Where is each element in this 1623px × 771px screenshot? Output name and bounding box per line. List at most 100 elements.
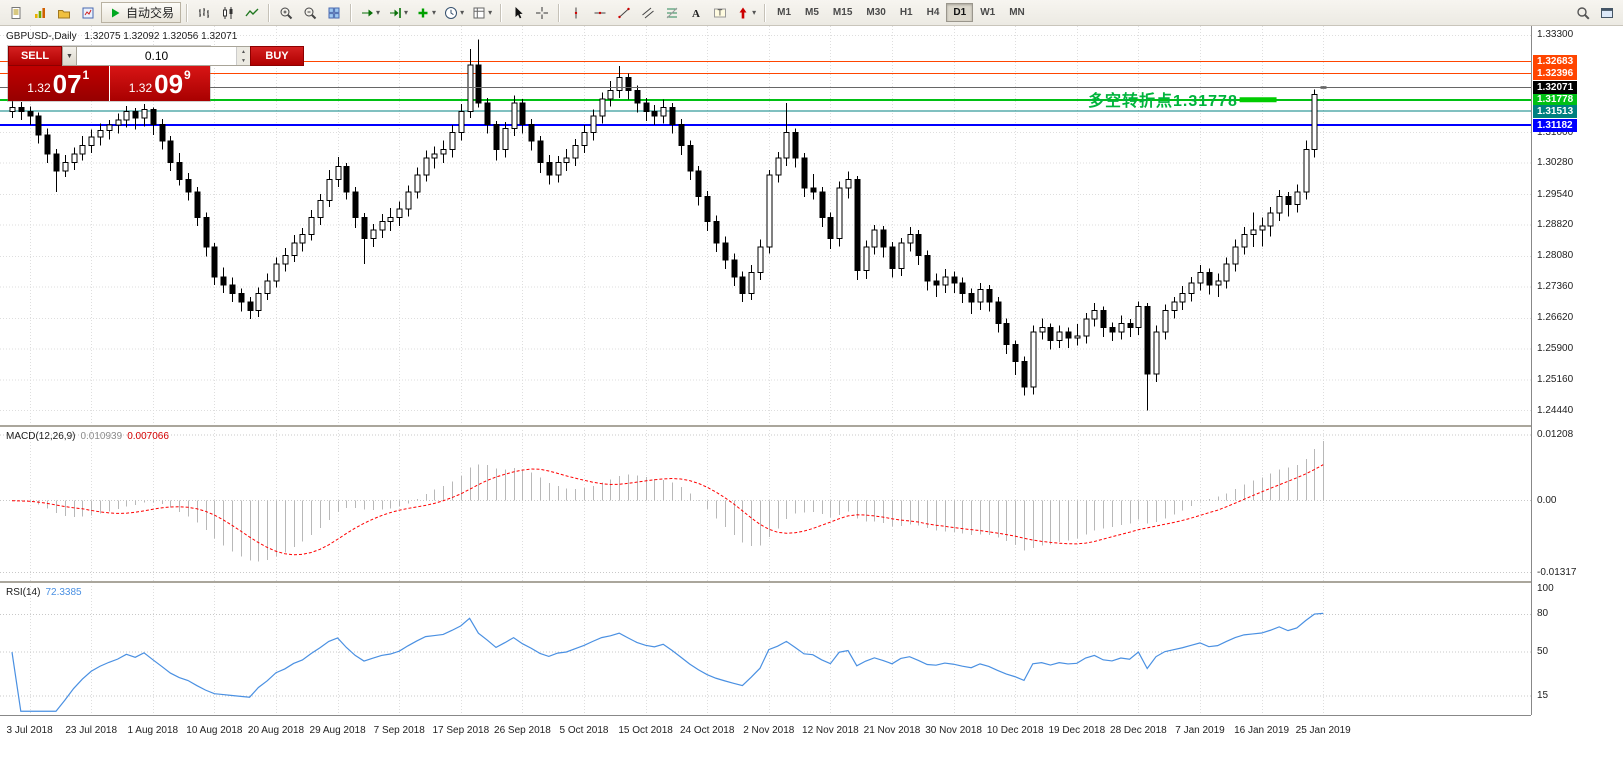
price-scale-label: 1.24440	[1537, 404, 1574, 416]
tile-icon	[328, 7, 340, 18]
toolbar-separator	[350, 3, 353, 22]
trendline-button[interactable]	[613, 2, 635, 23]
sell-button[interactable]: SELL	[8, 46, 62, 66]
zoom-out-button[interactable]	[299, 2, 321, 23]
candle	[458, 103, 465, 141]
indicators-button[interactable]: ▾	[413, 2, 439, 23]
candle	[1118, 315, 1125, 340]
rsi-scale-label: 80	[1537, 608, 1549, 620]
price-scale-label: 1.25160	[1537, 374, 1574, 386]
candle	[581, 125, 588, 154]
crosshair-button[interactable]	[531, 2, 553, 23]
price-scale[interactable]: 1.33300 1.31000 1.30280 1.29540 1.28820 1.280…	[1531, 26, 1623, 715]
zoom-in-icon	[280, 7, 293, 19]
search-button[interactable]	[1572, 2, 1594, 23]
candle	[79, 136, 86, 161]
zoom-in-button[interactable]	[275, 2, 297, 23]
timeframe-m15[interactable]: M15	[826, 3, 859, 22]
text-icon: A	[692, 8, 700, 20]
candle	[44, 128, 51, 164]
new-window-button[interactable]	[1596, 2, 1618, 23]
toolbar-separator	[558, 3, 561, 22]
new-order-button[interactable]	[5, 2, 27, 23]
ohlc-values: 1.32075 1.32092 1.32056 1.32071	[84, 31, 238, 42]
candle	[748, 264, 755, 301]
candle	[1285, 192, 1292, 217]
candle	[951, 271, 958, 293]
candle	[863, 240, 870, 279]
new-chart-button[interactable]	[29, 2, 51, 23]
panel-separator[interactable]	[0, 581, 1623, 584]
time-axis-label: 3 Jul 2018	[6, 725, 53, 736]
timeframe-mn[interactable]: MN	[1002, 3, 1032, 22]
cursor-button[interactable]	[507, 2, 529, 23]
fibonacci-retracement-button[interactable]	[661, 2, 683, 23]
equidistant-channel-button[interactable]	[637, 2, 659, 23]
timeframe-m30[interactable]: M30	[859, 3, 892, 22]
candle	[467, 48, 474, 118]
timeframe-d1[interactable]: D1	[946, 3, 974, 22]
line-chart-button[interactable]	[241, 2, 263, 23]
profiles-button[interactable]	[53, 2, 75, 23]
tile-windows-button[interactable]	[323, 2, 345, 23]
candle	[379, 214, 386, 238]
candle	[1021, 356, 1028, 396]
dropdown-arrow-icon: ▾	[432, 8, 437, 17]
profiles-icon	[58, 9, 70, 18]
candlestick-chart-button[interactable]	[217, 2, 239, 23]
candle	[115, 113, 122, 134]
candle	[502, 122, 509, 158]
chart-annotation-text[interactable]: 多空转折点1.31778	[1088, 93, 1238, 110]
candle	[977, 283, 984, 310]
candle	[1197, 264, 1204, 291]
order-options-dropdown[interactable]: ▼	[62, 46, 77, 66]
candle	[695, 165, 702, 206]
text-button[interactable]: A	[685, 2, 707, 23]
buy-price-display[interactable]: 1.32 09 9	[108, 66, 210, 101]
macd-histogram	[21, 441, 1324, 562]
chart-shift-button[interactable]: ▾	[385, 2, 411, 23]
timeframe-m5[interactable]: M5	[798, 3, 826, 22]
candle	[27, 106, 34, 126]
text-label-button[interactable]: T	[709, 2, 731, 23]
sell-price-display[interactable]: 1.32 07 1	[8, 66, 109, 101]
volume-down-button[interactable]: ▼	[237, 56, 250, 65]
bar-chart-button[interactable]	[193, 2, 215, 23]
volume-input[interactable]	[77, 47, 236, 65]
candle	[238, 288, 245, 312]
timeframe-h1[interactable]: H1	[893, 3, 920, 22]
candle	[326, 170, 333, 207]
market-watch-button[interactable]	[77, 2, 99, 23]
candle	[132, 108, 139, 130]
bars-icon	[199, 7, 210, 18]
time-axis-label: 26 Sep 2018	[494, 725, 551, 736]
horizontal-line-button[interactable]	[589, 2, 611, 23]
candle	[537, 136, 544, 173]
volume-up-button[interactable]: ▲	[237, 47, 250, 56]
chart-canvas[interactable]	[0, 0, 1623, 748]
timeframe-w1[interactable]: W1	[973, 3, 1002, 22]
periods-button[interactable]: ▾	[441, 2, 467, 23]
vertical-line-button[interactable]	[565, 2, 587, 23]
candle	[599, 92, 606, 124]
price-level-badge: 1.32396	[1533, 67, 1578, 81]
candle	[1215, 273, 1222, 298]
auto-scroll-button[interactable]: ▾	[357, 2, 383, 23]
panel-separator[interactable]	[0, 425, 1623, 428]
candle	[106, 120, 113, 140]
dropdown-arrow-icon: ▾	[460, 8, 465, 17]
buy-button[interactable]: BUY	[250, 46, 304, 66]
autotrading-button[interactable]: 自动交易	[101, 2, 182, 23]
new-order-icon	[11, 6, 21, 19]
templates-button[interactable]: ▾	[469, 2, 495, 23]
time-axis[interactable]: 3 Jul 2018 23 Jul 2018 1 Aug 2018 10 Aug 20…	[0, 715, 1531, 749]
candle	[1091, 303, 1098, 327]
timeframe-m1[interactable]: M1	[770, 3, 798, 22]
candle	[995, 297, 1002, 333]
candle	[317, 194, 324, 226]
indicators-icon	[418, 8, 428, 17]
timeframe-h4[interactable]: H4	[920, 3, 947, 22]
arrows-button[interactable]: ▾	[733, 2, 759, 23]
candle	[1179, 286, 1186, 310]
candle	[915, 230, 922, 265]
